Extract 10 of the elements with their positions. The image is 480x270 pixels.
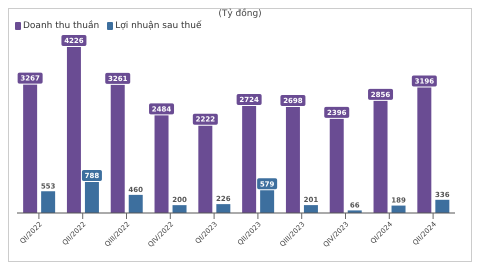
bar <box>128 194 143 213</box>
bar <box>392 206 406 213</box>
bar <box>304 205 318 213</box>
bar <box>41 191 56 213</box>
legend-label: Lợi nhuận sau thuế <box>114 21 202 31</box>
bar <box>172 205 187 213</box>
bar <box>435 200 450 213</box>
legend-label: Doanh thu thuần <box>22 21 100 31</box>
chart-title: (Tỷ đồng) <box>217 9 263 21</box>
bar <box>216 204 230 213</box>
